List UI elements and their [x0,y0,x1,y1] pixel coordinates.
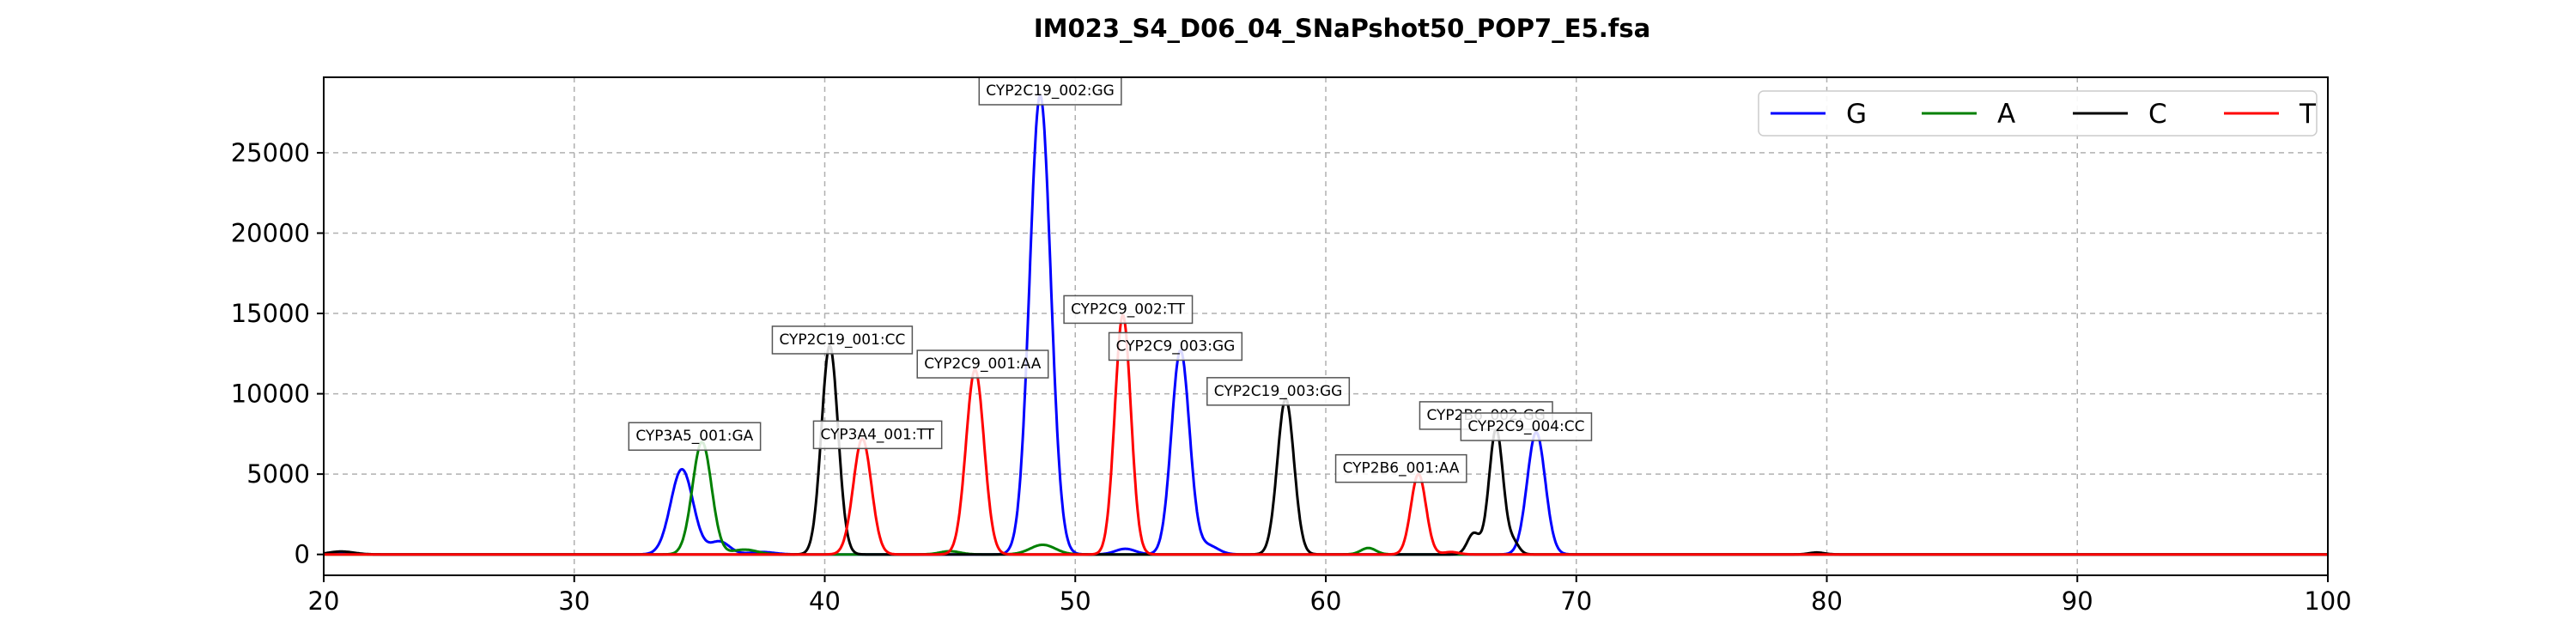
y-tick-label: 5000 [246,459,310,489]
peak-annotation-label: CYP2C19_003:GG [1214,383,1343,400]
x-tick-label: 30 [558,586,590,616]
x-tick-label: 50 [1060,586,1091,616]
x-tick-label: 40 [809,586,841,616]
peak-annotation-label: CYP2C9_003:GG [1116,337,1236,355]
y-tick-label: 20000 [231,218,310,247]
peak-annotation-box [812,420,943,450]
y-tick-label: 0 [295,540,310,569]
peak-annotation-box [1063,295,1194,325]
peak-annotation: CYP2C19_003:GG [1206,377,1351,406]
series-line-T [323,313,2328,556]
peak-annotation: CYP2C9_002:TT [1063,295,1194,325]
peak-annotation: CYP2C9_003:GG [1108,331,1243,361]
peak-annotation-label: CYP2C19_001:CC [779,331,905,349]
y-tick-label: 10000 [231,380,310,409]
x-tick-label: 90 [2062,586,2093,616]
peak-annotation-box [771,325,914,355]
x-tick-label: 100 [2304,586,2351,616]
grid [324,77,2328,575]
peak-annotation-box [916,349,1049,379]
annotation-layer: CYP3A5_001:GA CYP2C19_001:CC CYP3A4_001:TT… [628,76,1593,483]
peak-annotation-box [1460,412,1593,441]
peak-annotation: CYP2C9_001:AA [916,349,1049,379]
peak-annotation: CYP3A4_001:TT [812,420,943,450]
peak-annotation-label: CYP2C9_004:CC [1467,418,1584,435]
chart-title: IM023_S4_D06_04_SNaPshot50_POP7_E5.fsa [1034,14,1650,43]
peak-annotation: CYP2C9_004:CC [1460,412,1593,441]
legend-label-A: A [1997,99,2015,130]
peak-annotation-box [628,422,762,451]
x-tick-label: 20 [308,586,340,616]
y-tick-label: 15000 [231,299,310,328]
axis-ticks: 20 30 40 50 60 70 80 90 100 0 5000 10000 15000 20000 2… [231,138,2352,616]
y-tick-label: 25000 [231,138,310,167]
legend-box [1758,90,2318,137]
peak-annotation-box [1334,453,1467,483]
x-tick-label: 70 [1560,586,1592,616]
peak-annotation: CYP2C19_002:GG [978,76,1122,106]
x-tick-label: 80 [1811,586,1843,616]
legend-label-G: G [1846,99,1867,130]
peak-annotation-box [1206,377,1351,406]
peak-annotation-label: CYP3A4_001:TT [820,426,934,443]
legend-label-T: T [2299,99,2317,130]
peak-annotation-box [978,76,1122,106]
peak-annotation: CYP2B6_001:AA [1334,453,1467,483]
peak-annotation-label: CYP2C9_002:TT [1071,301,1185,318]
peak-annotation: CYP2C19_001:CC [771,325,914,355]
peak-annotation: CYP3A5_001:GA [628,422,762,451]
x-tick-label: 60 [1310,586,1342,616]
peak-annotation-box [1108,331,1243,361]
peak-annotation-label: CYP2B6_001:AA [1343,460,1460,477]
peak-annotation-label: CYP2C19_002:GG [986,82,1115,100]
legend-label-C: C [2148,99,2167,130]
series-layer [323,94,2328,556]
peak-annotation-label: CYP3A5_001:GA [635,428,753,445]
peak-annotation-label: CYP2C9_001:AA [924,355,1041,373]
